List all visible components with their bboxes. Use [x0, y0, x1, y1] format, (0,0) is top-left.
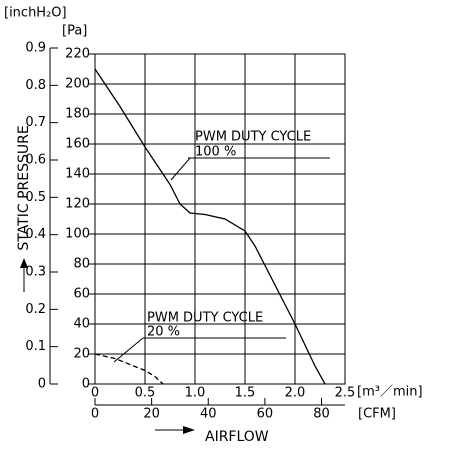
y-arrow-head	[20, 258, 28, 268]
annotation: PWM DUTY CYCLE	[147, 311, 263, 326]
y2-tick-label: 0.3	[25, 265, 46, 280]
y-tick-label: 0	[82, 377, 90, 392]
y-tick-label: 140	[65, 167, 90, 182]
y2-tick-label: 0.7	[25, 115, 46, 130]
y2-tick-label: 0.1	[25, 339, 46, 354]
x2-tick-label: 20	[143, 407, 160, 422]
annotation-leader	[170, 157, 191, 181]
y-tick-label: 100	[65, 227, 90, 242]
series-line	[94, 353, 164, 385]
x-tick-label: 2.5	[335, 386, 356, 401]
series-label: 100 %	[195, 145, 236, 160]
annotation-leader	[113, 337, 144, 363]
x2-tick-label: 40	[200, 407, 217, 422]
y2-unit: [inchH₂O]	[4, 6, 67, 21]
y2-tick-label: 0.9	[25, 41, 46, 56]
x2-unit: [CFM]	[358, 407, 396, 422]
series-line	[94, 68, 326, 385]
y-tick-label: 220	[65, 47, 90, 62]
x2-tick-label: 0	[91, 407, 99, 422]
y-tick-label: 40	[73, 317, 90, 332]
x-tick-label: 2.0	[285, 386, 306, 401]
plot-frame	[94, 53, 346, 385]
y2-tick-label: 0.4	[25, 227, 46, 242]
x2-tick-label: 80	[313, 407, 330, 422]
y-tick-label: 200	[65, 77, 90, 92]
y-label: STATIC PRESSURE	[16, 125, 32, 250]
y2-tick-label: 0.6	[25, 153, 46, 168]
y2-tick-label: 0.5	[25, 190, 46, 205]
series-label: 20 %	[147, 325, 180, 340]
y2-tick-label: 0.2	[25, 302, 46, 317]
y-tick-label: 20	[73, 347, 90, 362]
x-tick-label: 0	[91, 386, 99, 401]
x-tick-label: 1.5	[235, 386, 256, 401]
y-unit: [Pa]	[62, 24, 87, 39]
x-tick-label: 1.0	[185, 386, 206, 401]
y-tick-label: 60	[73, 287, 90, 302]
x-label: AIRFLOW	[205, 429, 269, 445]
x-unit: [m³／min]	[357, 385, 423, 400]
annotation: PWM DUTY CYCLE	[195, 130, 311, 145]
y2-tick-label: 0	[38, 377, 46, 392]
y-tick-label: 180	[65, 107, 90, 122]
y-tick-label: 120	[65, 197, 90, 212]
y-tick-label: 160	[65, 137, 90, 152]
x-tick-label: 0.5	[135, 386, 156, 401]
x-arrow-head	[183, 426, 195, 434]
x2-tick-label: 60	[257, 407, 274, 422]
y-tick-label: 80	[73, 257, 90, 272]
y2-tick-label: 0.8	[25, 78, 46, 93]
